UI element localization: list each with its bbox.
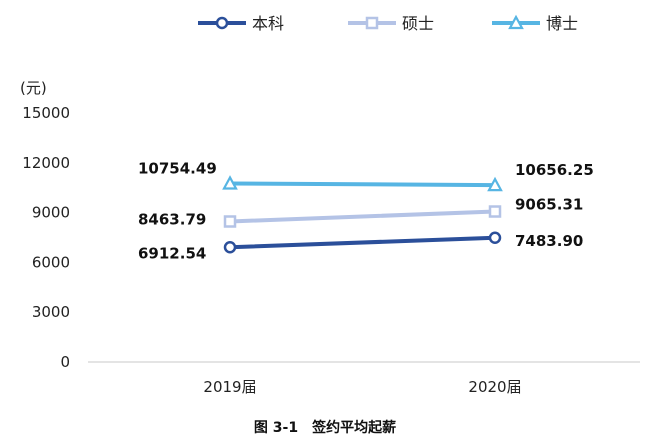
data-point: [223, 215, 237, 228]
series-line: [228, 181, 497, 188]
series-group: 6912.54 7483.90 8463.79 9065.31 10754.49 1065…: [138, 159, 594, 262]
y-tick-label: 12000: [22, 154, 70, 172]
y-tick-label: 15000: [22, 104, 70, 122]
y-tick-label: 9000: [32, 204, 70, 222]
series-1: 8463.79 9065.31: [138, 196, 583, 229]
data-label: 10656.25: [515, 161, 594, 179]
legend-marker: [508, 14, 524, 30]
series-line: [228, 209, 497, 224]
data-label: 9065.31: [515, 196, 583, 214]
legend-item: 本科: [198, 14, 284, 33]
y-tick-label: 3000: [32, 303, 70, 321]
x-tick-label: 2019届: [203, 378, 256, 396]
legend-label: 硕士: [402, 14, 434, 33]
data-label: 6912.54: [138, 244, 206, 262]
x-axis-ticks: 2019届 2020届: [203, 378, 521, 396]
y-tick-label: 0: [60, 353, 70, 371]
legend-marker: [365, 16, 379, 30]
series-line: [228, 235, 497, 250]
data-point: [223, 241, 237, 254]
data-label: 8463.79: [138, 211, 206, 229]
series-0: 6912.54 7483.90: [138, 231, 583, 262]
figure-caption: 图 3-1 签约平均起薪: [254, 419, 396, 436]
y-axis-ticks: 0 3000 6000 9000 12000 15000: [22, 104, 70, 371]
data-label: 7483.90: [515, 232, 583, 250]
x-tick-label: 2020届: [468, 378, 521, 396]
legend-label: 本科: [252, 14, 284, 33]
legend-item: 硕士: [348, 14, 434, 33]
data-label: 10754.49: [138, 159, 217, 177]
legend-marker: [215, 16, 229, 30]
legend-item: 博士: [492, 14, 578, 33]
legend: 本科 硕士 博士: [198, 14, 578, 33]
data-point: [487, 176, 503, 192]
y-tick-label: 6000: [32, 253, 70, 271]
data-point: [488, 205, 502, 218]
data-point: [222, 175, 238, 190]
y-axis-unit-label: (元): [20, 79, 47, 97]
legend-label: 博士: [546, 14, 578, 33]
series-2: 10754.49 10656.25: [138, 159, 594, 192]
data-point: [488, 231, 502, 245]
